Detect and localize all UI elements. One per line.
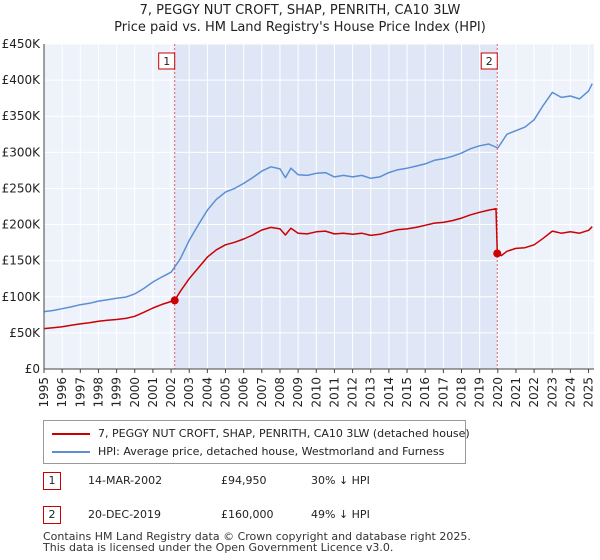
y-tick-label: £50K <box>9 326 41 340</box>
x-tick-label: 2003 <box>182 377 196 408</box>
sale-label: 2 <box>486 55 493 68</box>
legend-item-property: 7, PEGGY NUT CROFT, SHAP, PENRITH, CA10 … <box>52 427 470 440</box>
x-tick-label: 2019 <box>473 377 487 408</box>
y-tick-label: £150K <box>2 254 42 268</box>
x-tick-label: 2025 <box>582 377 596 408</box>
sale-row: 2 20-DEC-2019 £160,000 49% ↓ HPI <box>43 506 583 526</box>
x-tick-label: 2011 <box>327 377 341 408</box>
x-tick-label: 2015 <box>400 377 414 408</box>
x-tick-label: 1999 <box>110 377 124 408</box>
x-tick-label: 2010 <box>309 377 323 408</box>
x-tick-label: 1995 <box>37 377 51 408</box>
x-tick-label: 2013 <box>364 377 378 408</box>
x-tick-label: 1997 <box>73 377 87 408</box>
x-tick-label: 2001 <box>146 377 160 408</box>
footer: Contains HM Land Registry data © Crown c… <box>43 531 471 553</box>
y-tick-label: £400K <box>2 73 42 87</box>
property-series-line <box>43 207 593 330</box>
sale-point <box>170 296 179 305</box>
legend-swatch-property <box>52 433 90 435</box>
x-tick-label: 2012 <box>346 377 360 408</box>
x-tick-label: 2014 <box>382 377 396 408</box>
x-tick-label: 2007 <box>255 377 269 408</box>
y-tick-label: £0 <box>25 362 40 376</box>
ownership-shading <box>174 44 498 369</box>
x-tick-label: 2005 <box>219 377 233 408</box>
legend-label-property: 7, PEGGY NUT CROFT, SHAP, PENRITH, CA10 … <box>98 427 470 440</box>
legend-label-hpi: HPI: Average price, detached house, West… <box>98 445 445 458</box>
footer-licence: This data is licensed under the Open Gov… <box>43 541 394 554</box>
x-tick-label: 1998 <box>91 377 105 408</box>
chart-subtitle: Price paid vs. HM Land Registry's House … <box>114 20 486 35</box>
x-tick-label: 2016 <box>418 377 432 408</box>
sale-hpi-diff: 30% ↓ HPI <box>311 474 370 487</box>
footer-copyright: Contains HM Land Registry data © Crown c… <box>43 530 471 543</box>
y-tick-label: £200K <box>2 218 42 232</box>
x-tick-label: 2004 <box>200 377 214 408</box>
y-tick-label: £450K <box>2 37 42 51</box>
sale-label: 1 <box>163 55 170 68</box>
x-tick-label: 2024 <box>563 377 577 408</box>
legend-item-hpi: HPI: Average price, detached house, West… <box>52 445 444 458</box>
x-tick-label: 2000 <box>128 377 142 408</box>
y-tick-label: £100K <box>2 290 42 304</box>
x-tick-label: 2008 <box>273 377 287 408</box>
y-tick-label: £350K <box>2 109 42 123</box>
sale-marker-badge: 2 <box>43 506 61 524</box>
x-tick-label: 2020 <box>491 377 505 408</box>
sale-price: £94,950 <box>221 474 267 487</box>
x-tick-label: 2023 <box>545 377 559 408</box>
sale-label-box <box>480 52 498 70</box>
x-tick-label: 2018 <box>454 377 468 408</box>
y-tick-label: £300K <box>2 145 42 159</box>
x-tick-label: 2006 <box>237 377 251 408</box>
sale-point <box>493 249 502 258</box>
sale-date: 14-MAR-2002 <box>88 474 163 487</box>
x-tick-label: 2009 <box>291 377 305 408</box>
chart-legend: 7, PEGGY NUT CROFT, SHAP, PENRITH, CA10 … <box>43 420 470 464</box>
x-tick-label: 1996 <box>55 377 69 408</box>
y-tick-label: £250K <box>2 181 42 195</box>
sale-hpi-diff: 49% ↓ HPI <box>311 508 370 521</box>
sale-price: £160,000 <box>221 508 274 521</box>
legend-swatch-hpi <box>52 451 90 453</box>
x-tick-label: 2022 <box>527 377 541 408</box>
x-tick-label: 2017 <box>436 377 450 408</box>
sale-marker-badge: 1 <box>43 472 61 490</box>
sale-row: 1 14-MAR-2002 £94,950 30% ↓ HPI <box>43 472 583 492</box>
x-tick-label: 2021 <box>509 377 523 408</box>
sale-date: 20-DEC-2019 <box>88 508 162 521</box>
hpi-series-line <box>43 83 593 313</box>
sale-label-box <box>158 52 176 70</box>
x-tick-label: 2002 <box>164 377 178 408</box>
chart-title: 7, PEGGY NUT CROFT, SHAP, PENRITH, CA10 … <box>139 3 461 18</box>
price-chart: £0 £50K £100K £150K £200K £250K £300K £350K £400… <box>2 37 596 408</box>
